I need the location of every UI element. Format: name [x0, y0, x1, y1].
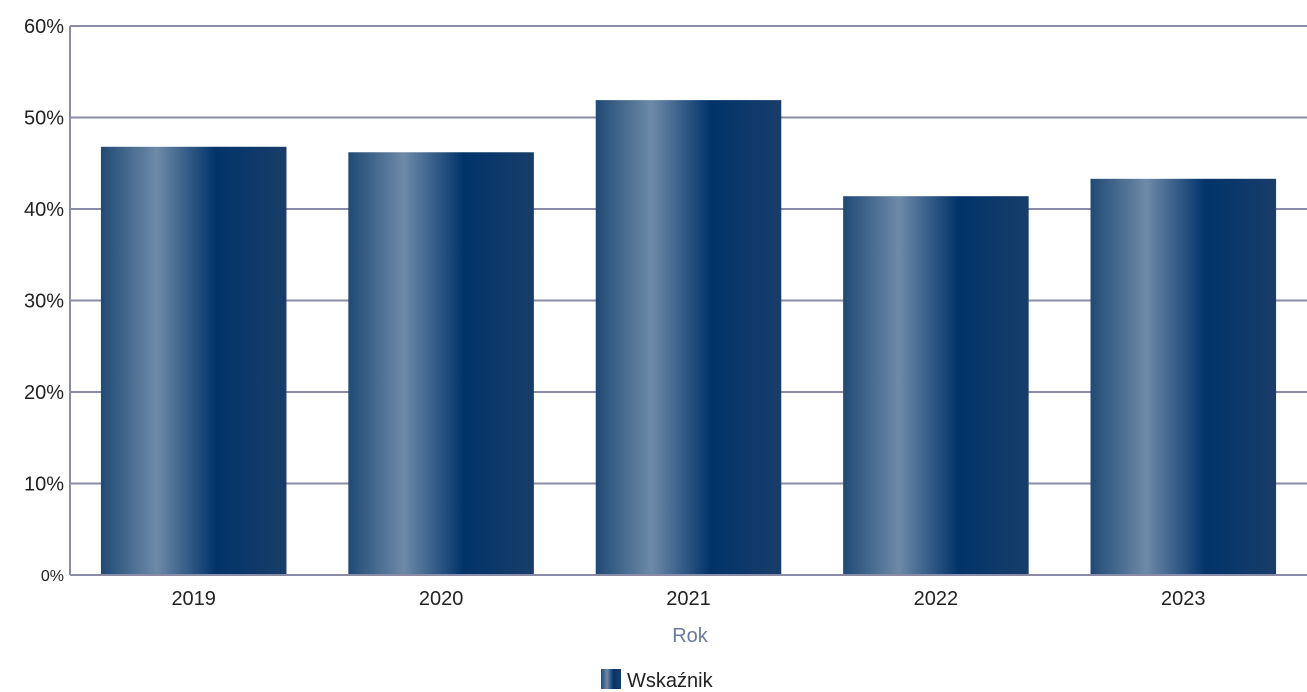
y-tick-label: 60% [24, 16, 64, 38]
x-axis-label: Rok [672, 625, 709, 647]
bar-2020 [348, 152, 534, 575]
y-tick-label: 10% [24, 474, 64, 496]
bar-2023 [1090, 178, 1277, 575]
x-axis: 2019 2020 2021 2022 2023 [70, 574, 1307, 610]
x-tick-label: 2020 [419, 588, 464, 610]
bars [100, 100, 1277, 576]
bar-2019 [100, 146, 287, 575]
legend: Wskaźnik [601, 669, 714, 692]
y-tick-label: 20% [24, 382, 64, 404]
legend-label: Wskaźnik [627, 670, 714, 692]
x-tick-label: 2021 [666, 588, 711, 610]
x-tick-label: 2022 [914, 588, 959, 610]
bar-2021 [595, 100, 782, 576]
x-tick-label: 2023 [1161, 588, 1206, 610]
x-tick-label: 2019 [171, 588, 216, 610]
y-tick-label: 30% [24, 291, 64, 313]
y-tick-label: 50% [24, 108, 64, 130]
y-axis: 0% 10% 20% 30% 40% 50% 60% [24, 16, 71, 585]
y-tick-label: 40% [24, 199, 64, 221]
y-tick-label: 0% [41, 568, 64, 585]
bar-2022 [843, 196, 1029, 575]
legend-swatch [601, 669, 621, 689]
